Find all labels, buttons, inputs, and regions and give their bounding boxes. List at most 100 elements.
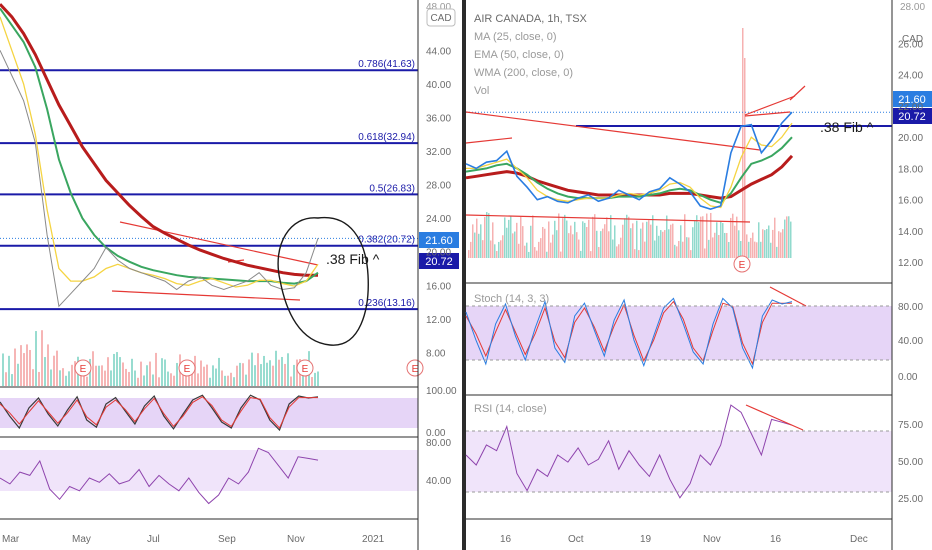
- earnings-marker-label: E: [739, 260, 746, 271]
- trendline[interactable]: [111, 290, 301, 301]
- volume-bar: [474, 232, 476, 258]
- volume-bar: [504, 217, 506, 258]
- volume-bar: [164, 359, 166, 386]
- volume-bar: [47, 344, 49, 386]
- volume-bar: [570, 225, 572, 258]
- volume-bar: [155, 352, 157, 386]
- volume-bar: [750, 237, 752, 258]
- left-stoch-signal-line[interactable]: [0, 396, 318, 429]
- volume-bar: [696, 215, 698, 258]
- volume-bar: [534, 247, 536, 258]
- volume-bar: [266, 362, 268, 386]
- left-y-tick: 40.00: [426, 80, 451, 91]
- left-ma-line[interactable]: [0, 16, 319, 288]
- fib-level-label: 0.786(41.63): [358, 59, 415, 70]
- volume-bar: [221, 370, 223, 386]
- volume-bar: [107, 357, 109, 386]
- left-currency-box[interactable]: [426, 8, 456, 27]
- trendline[interactable]: [465, 137, 513, 144]
- right-ema-line[interactable]: [465, 136, 793, 204]
- volume-bar: [702, 216, 704, 258]
- volume-bar: [712, 237, 714, 258]
- volume-bar: [718, 235, 720, 258]
- volume-bar: [290, 376, 292, 386]
- left-y-tick: 28.00: [426, 181, 451, 192]
- volume-bar: [86, 376, 88, 386]
- left-earnings-markers: E E E E: [74, 359, 424, 377]
- right-y-tick: 14.00: [898, 227, 923, 238]
- panel-divider[interactable]: [462, 0, 466, 550]
- right-price-axis[interactable]: 28.00 CAD 21.60 20.72 26.00 24.00 22.00 20.…: [893, 2, 932, 505]
- earnings-marker-icon[interactable]: [406, 359, 424, 377]
- earnings-marker-icon[interactable]: [296, 359, 314, 377]
- volume-bar: [548, 221, 550, 258]
- left-price-axis[interactable]: 48.00 CAD 21.60 20.72 44.00 40.00 36.00 32.…: [419, 2, 459, 487]
- volume-bar: [684, 214, 686, 258]
- volume-bar: [50, 369, 52, 386]
- fib-level-label: 0.382(20.72): [358, 235, 415, 246]
- earnings-marker-icon[interactable]: [74, 359, 92, 377]
- volume-bar: [498, 241, 500, 258]
- trendline[interactable]: [789, 85, 806, 101]
- left-chart-panel[interactable]: 0.786(41.63) 0.618(32.94) 0.5(26.83) 0.382(…: [0, 0, 424, 550]
- trendline[interactable]: [744, 95, 796, 116]
- left-price-line[interactable]: [0, 50, 319, 308]
- volume-bar: [65, 375, 67, 386]
- volume-bar: [540, 238, 542, 258]
- volume-bar: [582, 221, 584, 258]
- trendline[interactable]: [465, 111, 761, 151]
- volume-bar: [269, 360, 271, 386]
- right-rsi-line[interactable]: [465, 404, 793, 499]
- left-x-tick: Nov: [287, 534, 305, 545]
- right-ma-line[interactable]: [466, 122, 793, 209]
- volume-bar: [161, 358, 163, 386]
- right-chart-panel[interactable]: AIR CANADA, 1h, TSX MA (25, close, 0) EM…: [465, 0, 893, 550]
- volume-bar: [618, 244, 620, 258]
- right-price-badge: [893, 91, 932, 107]
- rsi-divergence-line[interactable]: [745, 404, 804, 431]
- volume-bar: [546, 251, 548, 258]
- right-stoch-band: [466, 306, 892, 360]
- right-time-axis[interactable]: 16 Oct 19 Nov 16 Dec: [500, 534, 868, 545]
- volume-bar: [188, 376, 190, 386]
- left-x-tick: Sep: [218, 534, 236, 545]
- left-currency-label: CAD: [430, 13, 451, 24]
- right-price-line[interactable]: [465, 111, 793, 210]
- stoch-divergence-line[interactable]: [769, 286, 807, 307]
- earnings-marker-icon[interactable]: [178, 359, 196, 377]
- volume-bar: [728, 242, 730, 258]
- left-wma-line[interactable]: [0, 3, 318, 277]
- right-stoch-k-line[interactable]: [465, 297, 793, 370]
- volume-bar: [239, 362, 241, 386]
- volume-bar: [215, 368, 217, 386]
- left-y-tick: 24.00: [426, 214, 451, 225]
- left-osc-tick: 80.00: [426, 438, 451, 449]
- volume-bar: [698, 222, 700, 258]
- volume-bar: [746, 234, 748, 258]
- right-fib-badge-label: 20.72: [898, 111, 926, 123]
- right-price-series: [465, 111, 794, 210]
- volume-bar: [694, 220, 696, 258]
- volume-bar: [544, 228, 546, 258]
- volume-bar: [275, 350, 277, 386]
- left-rsi-line[interactable]: [0, 447, 319, 505]
- trendline[interactable]: [744, 111, 791, 117]
- volume-bar: [185, 370, 187, 386]
- trendline[interactable]: [465, 214, 751, 223]
- volume-bar: [776, 246, 778, 258]
- left-ema-line[interactable]: [0, 7, 319, 285]
- trendline[interactable]: [119, 221, 319, 266]
- volume-bar: [612, 239, 614, 258]
- right-y-tick: 18.00: [898, 164, 923, 175]
- volume-bar: [194, 355, 196, 386]
- left-time-axis[interactable]: Mar May Jul Sep Nov 2021: [2, 534, 385, 545]
- volume-bar: [110, 370, 112, 386]
- volume-bar: [680, 225, 682, 258]
- volume-bar: [786, 216, 788, 258]
- right-fib-annotation: .38 Fib ^: [820, 119, 874, 135]
- volume-bar: [532, 215, 534, 258]
- volume-bar: [5, 372, 7, 386]
- earnings-marker-icon[interactable]: [733, 255, 751, 273]
- right-legend[interactable]: AIR CANADA, 1h, TSX MA (25, close, 0) EM…: [474, 13, 588, 97]
- volume-bar: [648, 220, 650, 258]
